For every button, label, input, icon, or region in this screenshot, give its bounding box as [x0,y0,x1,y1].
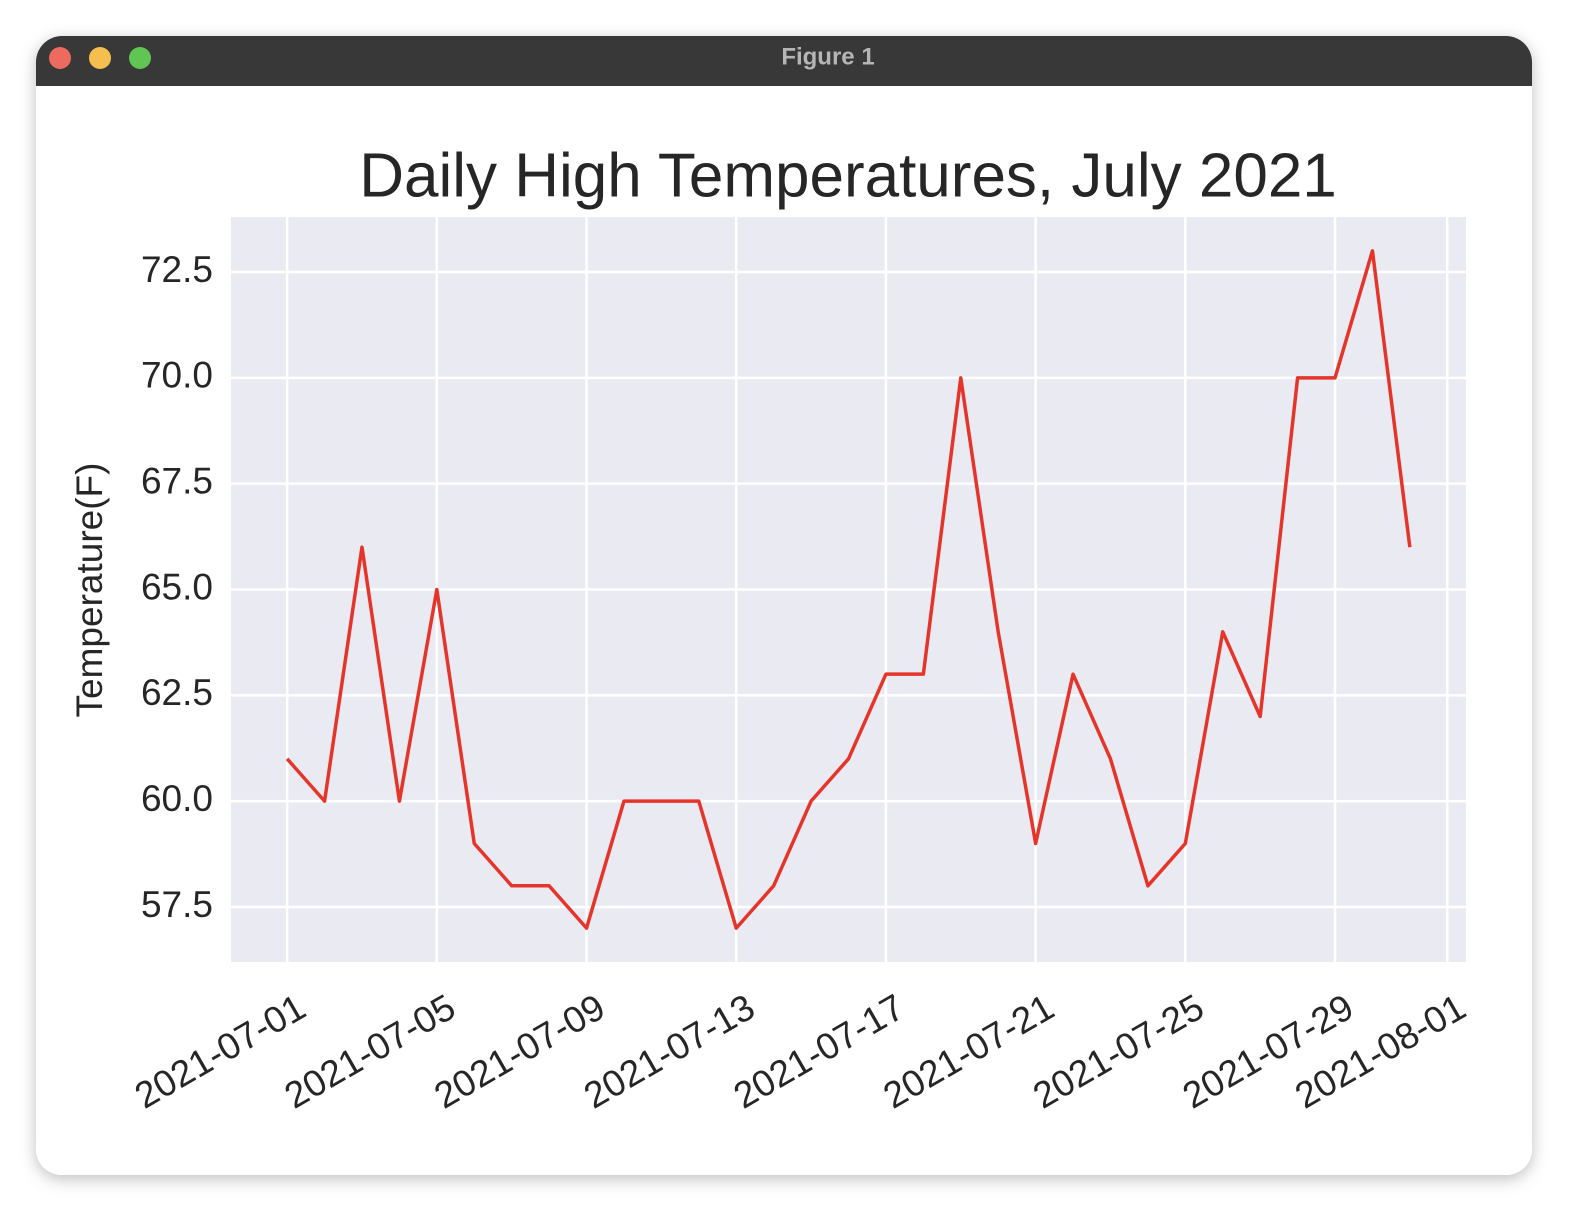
y-axis-label: Temperature(F) [69,463,110,718]
y-tick-label: 67.5 [141,460,213,501]
y-tick-label: 70.0 [141,355,213,396]
y-tick-label: 60.0 [141,778,213,819]
title-bar [36,36,1532,86]
minimize-button[interactable] [89,47,111,69]
y-tick-label: 65.0 [141,566,213,607]
close-button[interactable] [49,47,71,69]
y-tick-label: 57.5 [141,884,213,925]
chart-title: Daily High Temperatures, July 2021 [359,141,1337,210]
y-tick-label: 72.5 [141,249,213,290]
data-line [285,249,1412,930]
zoom-button[interactable] [129,47,151,69]
window-title: Figure 1 [781,43,874,70]
y-tick-label: 62.5 [141,672,213,713]
